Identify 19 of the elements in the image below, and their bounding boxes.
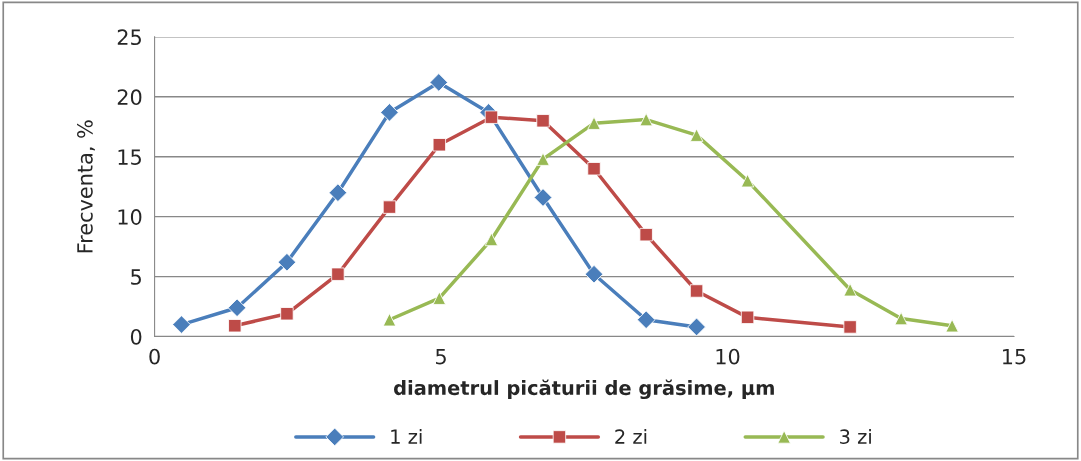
y-tick-label: 10 bbox=[118, 209, 142, 225]
y-axis-title: Frecventa, % bbox=[77, 120, 95, 253]
y-tick-label: 20 bbox=[117, 89, 142, 106]
legend-label: 3 zi bbox=[840, 428, 871, 444]
point bbox=[687, 317, 706, 337]
y-tick-label: 15 bbox=[118, 149, 141, 165]
x-tick-label: 5 bbox=[436, 348, 446, 365]
point bbox=[227, 298, 247, 318]
y-tick-label: 25 bbox=[117, 29, 141, 46]
y-tick-label: 5 bbox=[131, 269, 141, 285]
legend-label: 1 zi bbox=[391, 428, 422, 444]
x-tick-label: 0 bbox=[149, 348, 160, 365]
x-axis-title: diametrul picăturii de grăsime, μm bbox=[394, 379, 774, 400]
x-tick-label: 15 bbox=[1003, 348, 1026, 365]
x-tick-label: 10 bbox=[716, 348, 740, 365]
point bbox=[533, 188, 553, 207]
point bbox=[584, 264, 604, 284]
y-tick-label: 0 bbox=[130, 328, 142, 345]
legend-label: 2 zi bbox=[615, 428, 647, 444]
